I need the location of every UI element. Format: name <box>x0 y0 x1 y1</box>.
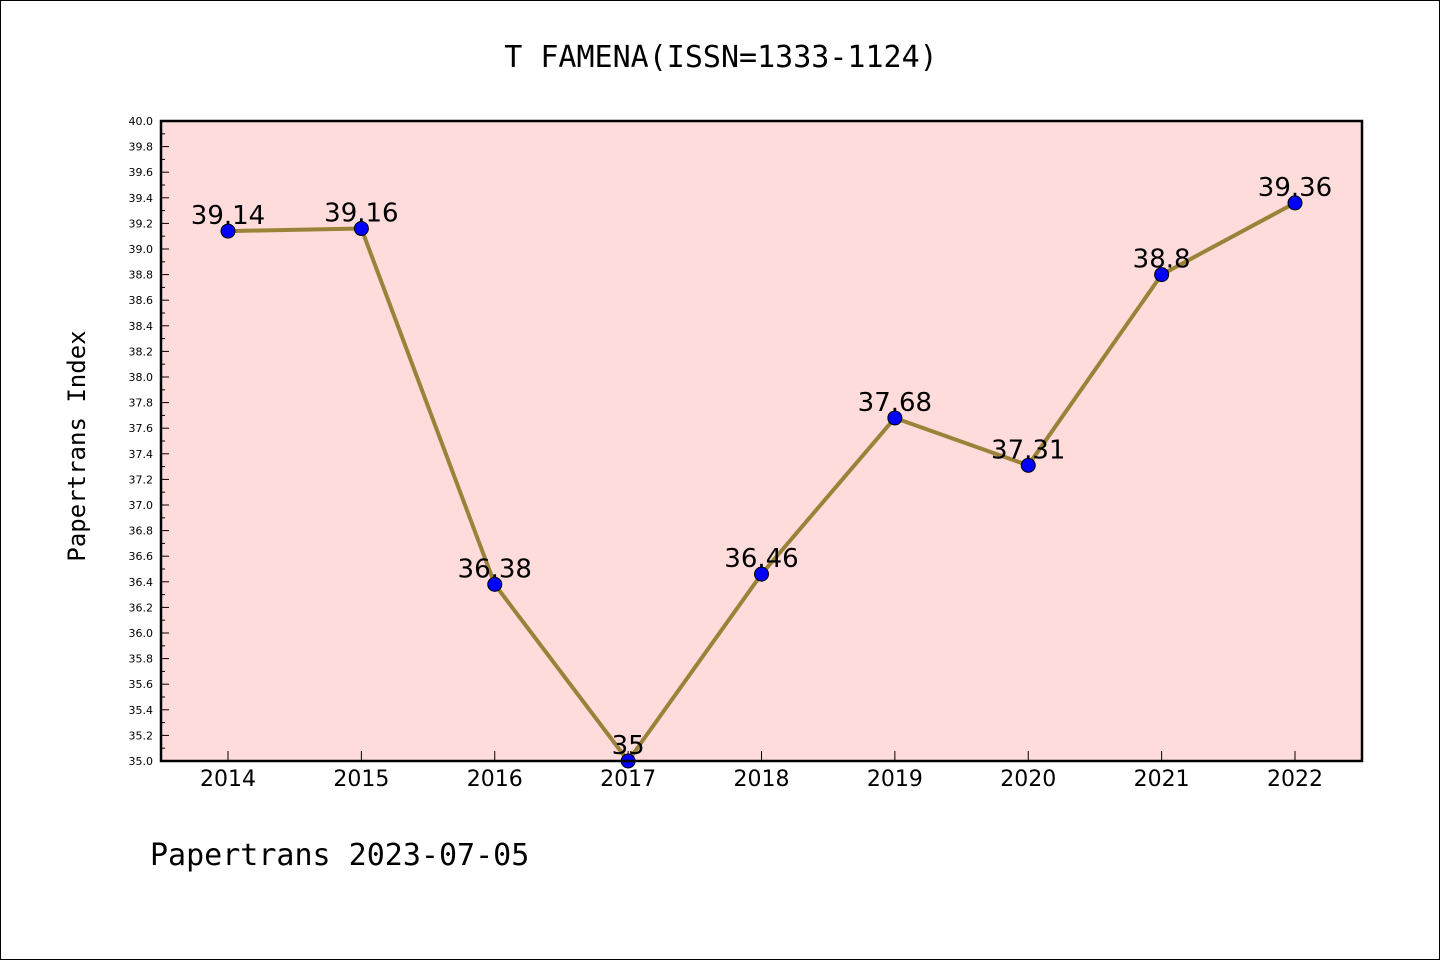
y-tick-label: 39.2 <box>129 217 154 230</box>
y-tick-label: 37.0 <box>129 499 154 512</box>
y-axis-ticks: 35.0 35.2 35.4 35.6 35.8 36.0 36.2 36.4 36.6 36.8… <box>129 115 169 768</box>
data-point <box>1020 457 1036 473</box>
x-tick-label: 2015 <box>333 767 389 792</box>
data-point <box>487 576 503 592</box>
y-tick-label: 39.4 <box>129 192 154 205</box>
y-tick-label: 39.0 <box>129 243 154 256</box>
y-tick-label: 39.8 <box>129 141 154 154</box>
y-tick-label: 36.2 <box>129 601 154 614</box>
data-point <box>1154 267 1170 283</box>
y-tick-label: 36.0 <box>129 627 154 640</box>
y-tick-label: 40.0 <box>129 115 154 128</box>
x-axis-ticks: 2014 2015 2016 2017 2018 2019 2020 2021 2022 <box>200 751 1323 792</box>
x-tick-label: 2022 <box>1267 767 1323 792</box>
y-tick-label: 35.4 <box>129 704 154 717</box>
plot-border <box>159 119 1364 763</box>
y-tick-label: 36.4 <box>129 576 154 589</box>
data-labels: 39.14 39.16 36.38 35 36.46 37.68 37.31 38.8 39.3… <box>191 173 1332 761</box>
y-tick-label: 37.6 <box>129 422 154 435</box>
data-label: 36.46 <box>724 544 798 574</box>
y-tick-label: 35.8 <box>129 653 154 666</box>
x-tick-label: 2017 <box>600 767 656 792</box>
data-point <box>220 223 236 239</box>
y-tick-label: 37.2 <box>129 473 154 486</box>
data-point <box>754 566 769 582</box>
y-tick-label: 38.0 <box>129 371 154 384</box>
y-tick-label: 37.4 <box>129 448 154 461</box>
x-tick-label: 2018 <box>734 767 790 792</box>
data-label: 39.14 <box>191 201 265 231</box>
y-axis-label: Papertrans Index <box>63 330 91 561</box>
y-tick-label: 35.6 <box>129 678 154 691</box>
data-label: 36.38 <box>458 554 532 584</box>
y-tick-label: 39.6 <box>129 166 154 179</box>
chart-title: T FAMENA(ISSN=1333-1124) <box>504 40 937 75</box>
x-tick-label: 2014 <box>200 767 256 792</box>
x-tick-label: 2021 <box>1134 767 1190 792</box>
x-tick-label: 2020 <box>1000 767 1056 792</box>
data-point <box>887 410 903 426</box>
x-tick-label: 2016 <box>467 767 523 792</box>
data-label: 35 <box>612 731 645 761</box>
data-label: 37.68 <box>858 388 932 418</box>
footer-source-date: Papertrans 2023-07-05 <box>150 838 529 873</box>
y-tick-label: 38.8 <box>129 269 154 282</box>
y-tick-label: 38.4 <box>129 320 154 333</box>
y-tick-label: 38.2 <box>129 345 154 358</box>
y-tick-label: 38.6 <box>129 294 154 307</box>
y-tick-label: 35.0 <box>129 755 154 768</box>
data-label: 37.31 <box>991 435 1065 465</box>
data-label: 39.16 <box>324 199 398 229</box>
y-tick-label: 35.2 <box>129 729 154 742</box>
y-tick-label: 36.6 <box>129 550 154 563</box>
data-label: 39.36 <box>1258 173 1332 203</box>
data-point <box>353 221 369 237</box>
x-tick-label: 2019 <box>867 767 923 792</box>
data-point <box>1287 195 1303 211</box>
y-tick-label: 36.8 <box>129 525 154 538</box>
y-tick-label: 37.8 <box>129 397 154 410</box>
data-label: 38.8 <box>1133 245 1191 275</box>
